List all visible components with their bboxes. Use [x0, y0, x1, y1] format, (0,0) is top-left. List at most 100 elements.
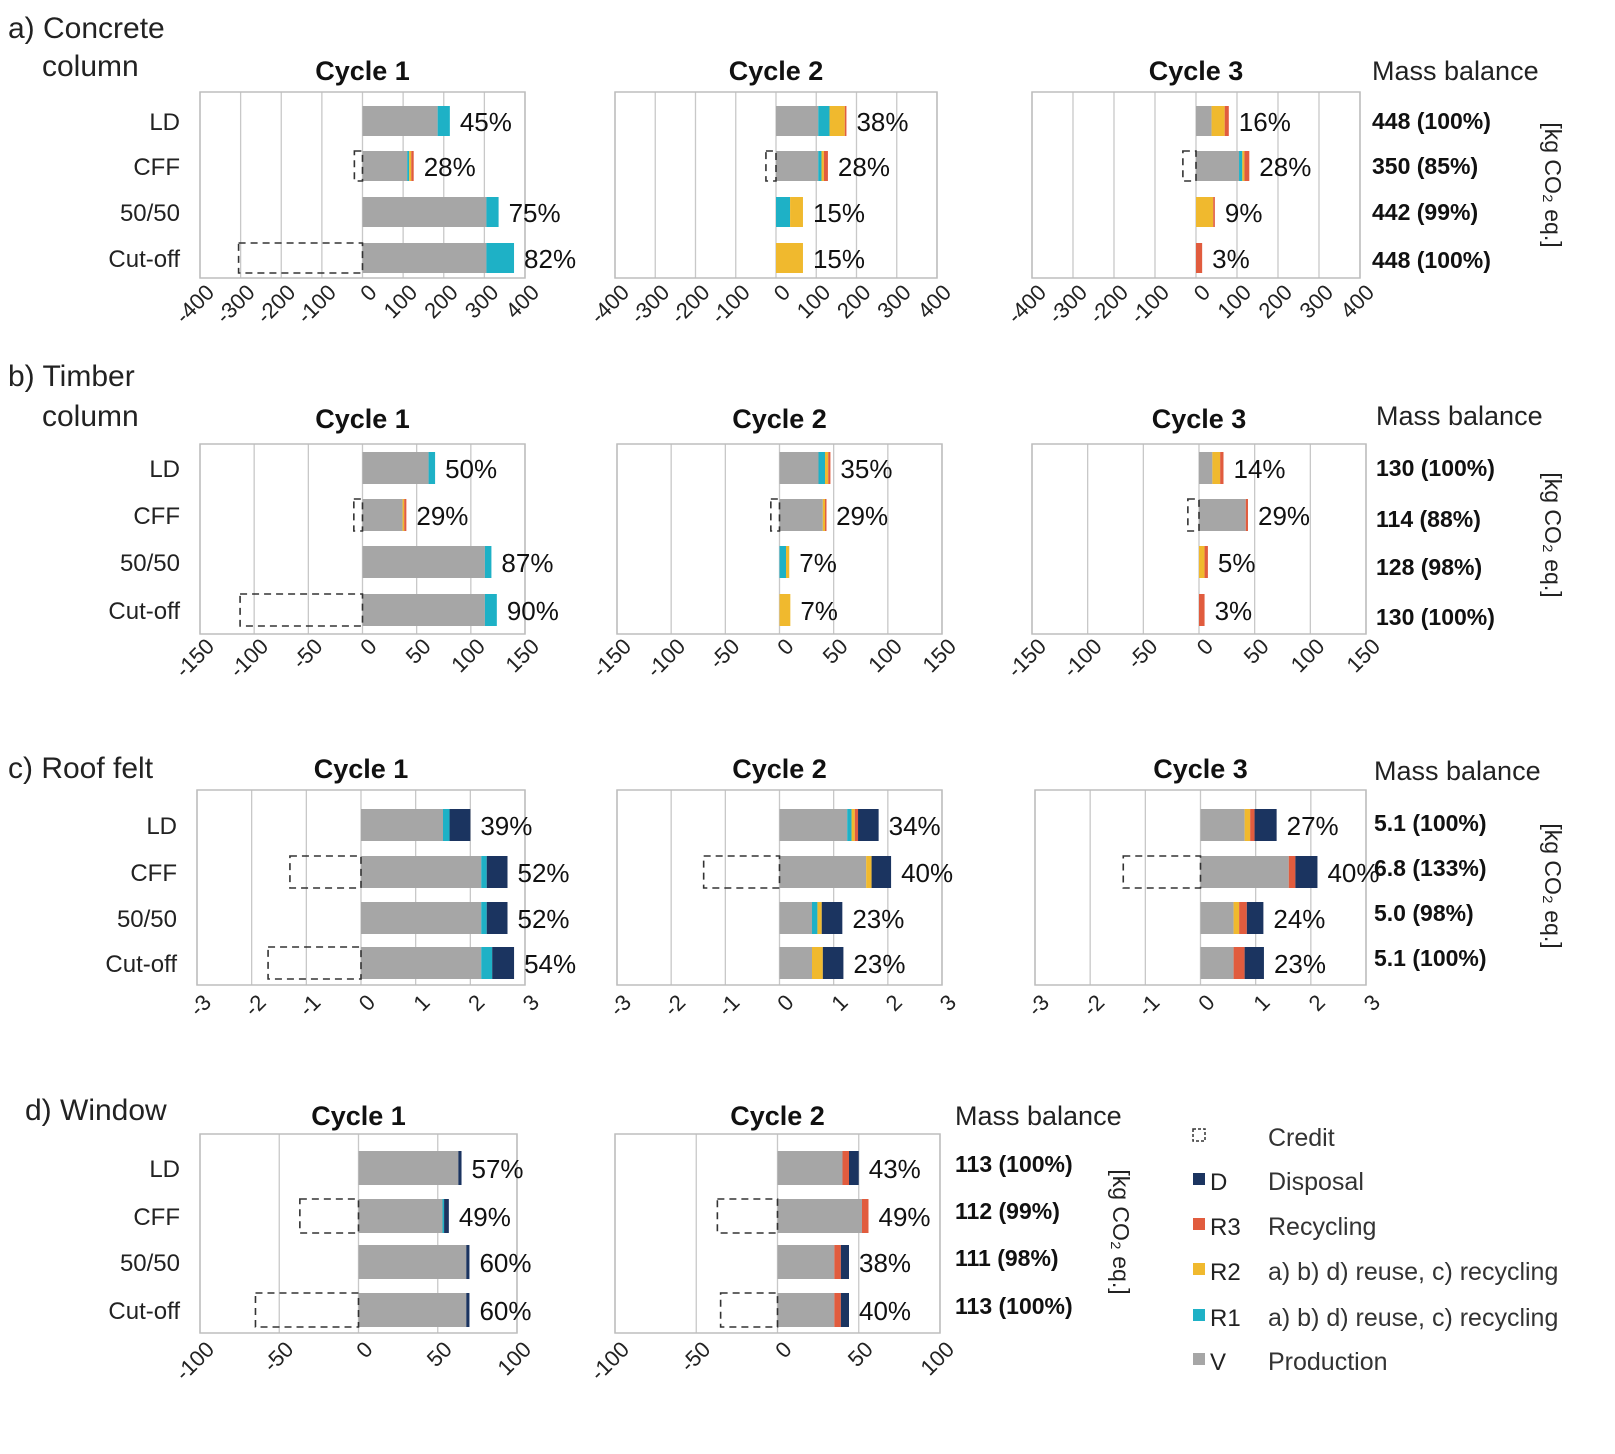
legend-swatch [1193, 1263, 1205, 1275]
bar-segment-d [849, 1151, 859, 1185]
bar-segment-r1 [481, 856, 487, 888]
mass-balance-value: 114 (88%) [1376, 506, 1481, 532]
bar-segment-r1 [486, 197, 499, 227]
tick-label: 1 [408, 990, 434, 1016]
bar-segment-r1 [428, 452, 436, 484]
cycle-panel: Cycle 3 -150 -100 -50 0 50 100 150 14% 29%5% 3% [1002, 404, 1385, 682]
tick-label: 0 [1189, 280, 1215, 306]
credit-box [1187, 498, 1200, 532]
tick-label: 3 [1359, 990, 1385, 1016]
bar-segment-r3 [834, 1245, 841, 1279]
mass-balance-value: 113 (100%) [955, 1151, 1073, 1177]
percent-label: 49% [879, 1202, 931, 1232]
bar-segment-r3 [411, 151, 414, 181]
plot-frame [199, 443, 526, 635]
unit-label: [kg CO₂ eq.] [1540, 823, 1566, 948]
bar-segment-r3 [1199, 594, 1205, 626]
tick-label: -150 [170, 634, 219, 683]
mass-balance-value: 111 (98%) [955, 1245, 1059, 1271]
bar-segment-r2 [779, 594, 791, 626]
percent-label: 5% [1218, 548, 1256, 578]
unit-label: [kg CO₂ eq.] [1540, 472, 1566, 597]
bar-segment-d [492, 947, 515, 979]
bar-segment-v [1199, 452, 1213, 484]
bar-segment-r3 [1239, 902, 1247, 934]
bar-segment-r2 [1196, 197, 1214, 227]
tick-label: 100 [792, 280, 836, 324]
percent-label: 38% [859, 1248, 911, 1278]
legend-item: R2 a) b) d) reuse, c) recycling [1193, 1258, 1558, 1286]
tick-label: -200 [666, 280, 715, 329]
bar-segment-v [779, 809, 848, 841]
bar-segment-r3 [828, 452, 831, 484]
tick-label: 0 [769, 280, 795, 306]
credit-box [289, 855, 362, 889]
category-label: LD [146, 813, 177, 840]
bar-segment-d [858, 809, 879, 841]
plot-frame [616, 443, 943, 635]
percent-label: 9% [1225, 198, 1263, 228]
category-label: LD [149, 1156, 180, 1183]
bar-segment-r3 [1204, 546, 1208, 578]
category-label: 50/50 [120, 1250, 180, 1277]
mass-balance-value: 130 (100%) [1376, 604, 1495, 630]
section-title: column [42, 400, 139, 433]
mass-balance-value: 5.0 (98%) [1374, 900, 1474, 926]
section-title: d) Window [25, 1094, 167, 1127]
bar-segment-r3 [842, 1151, 849, 1185]
legend-item: R1 a) b) d) reuse, c) recycling [1193, 1304, 1558, 1332]
percent-label: 49% [459, 1202, 511, 1232]
bar-segment-v [358, 1199, 443, 1233]
bar-segment-r2 [409, 151, 412, 181]
bar-segment-v [358, 1293, 467, 1327]
tick-label: -100 [1058, 634, 1107, 683]
cycle-panel: Cycle 2 -150 -100 -50 0 50 100 150 35% 29% 7% 7% [587, 404, 961, 682]
bar-segment-r1 [847, 809, 852, 841]
percent-label: 23% [1274, 949, 1326, 979]
credit-box [719, 1292, 779, 1328]
bar-segment-v [1200, 902, 1234, 934]
bar-segment-d [449, 809, 471, 841]
percent-label: 7% [799, 548, 837, 578]
credit-box [770, 498, 781, 532]
bar-segment-r1 [481, 902, 487, 934]
tick-label: -100 [706, 280, 755, 329]
category-label: LD [149, 456, 180, 483]
credit-box [254, 1292, 360, 1328]
tick-label: -400 [585, 280, 634, 329]
bar-segment-r1 [484, 594, 497, 626]
bar-segment-v [777, 1199, 862, 1233]
legend-swatch [1193, 1353, 1205, 1365]
tick-label: -100 [585, 1337, 634, 1386]
bar-segment-d [466, 1293, 470, 1327]
credit-box [353, 498, 364, 532]
bar-segment-r1 [481, 947, 493, 979]
cycle-panel: Cycle 1 -3 -2 -1 0 1 2 3 LD CFF 50/50 Cut-off 39% 52%… [105, 754, 576, 1021]
cycle-title: Cycle 3 [1152, 404, 1247, 434]
bar-segment-d [822, 947, 844, 979]
bar-segment-d [840, 1293, 849, 1327]
legend-swatch [1193, 1173, 1205, 1185]
tick-label: -3 [185, 990, 217, 1022]
cycle-panel: Cycle 3 -3 -2 -1 0 1 2 3 27% 40%24% 23% [1023, 754, 1386, 1021]
bar-segment-r3 [823, 151, 828, 181]
mass-balance-value: 113 (100%) [955, 1293, 1073, 1319]
cycle-title: Cycle 2 [732, 754, 827, 784]
plot-frame [614, 91, 938, 279]
tick-label: 0 [772, 634, 798, 660]
tick-label: -1 [713, 990, 745, 1022]
plot-frame [614, 1133, 941, 1334]
plot-frame [196, 789, 526, 986]
credit-swatch [1192, 1128, 1206, 1142]
bar-segment-v [777, 1245, 835, 1279]
cycle-title: Cycle 2 [730, 1101, 825, 1131]
bar-segment-r1 [407, 151, 410, 181]
tick-label: 400 [1335, 280, 1379, 324]
bar-segment-r2 [1242, 151, 1245, 181]
bar-segment-v [1199, 499, 1246, 531]
category-label: LD [149, 109, 180, 136]
credit-box [1122, 855, 1202, 889]
percent-label: 7% [800, 596, 838, 626]
